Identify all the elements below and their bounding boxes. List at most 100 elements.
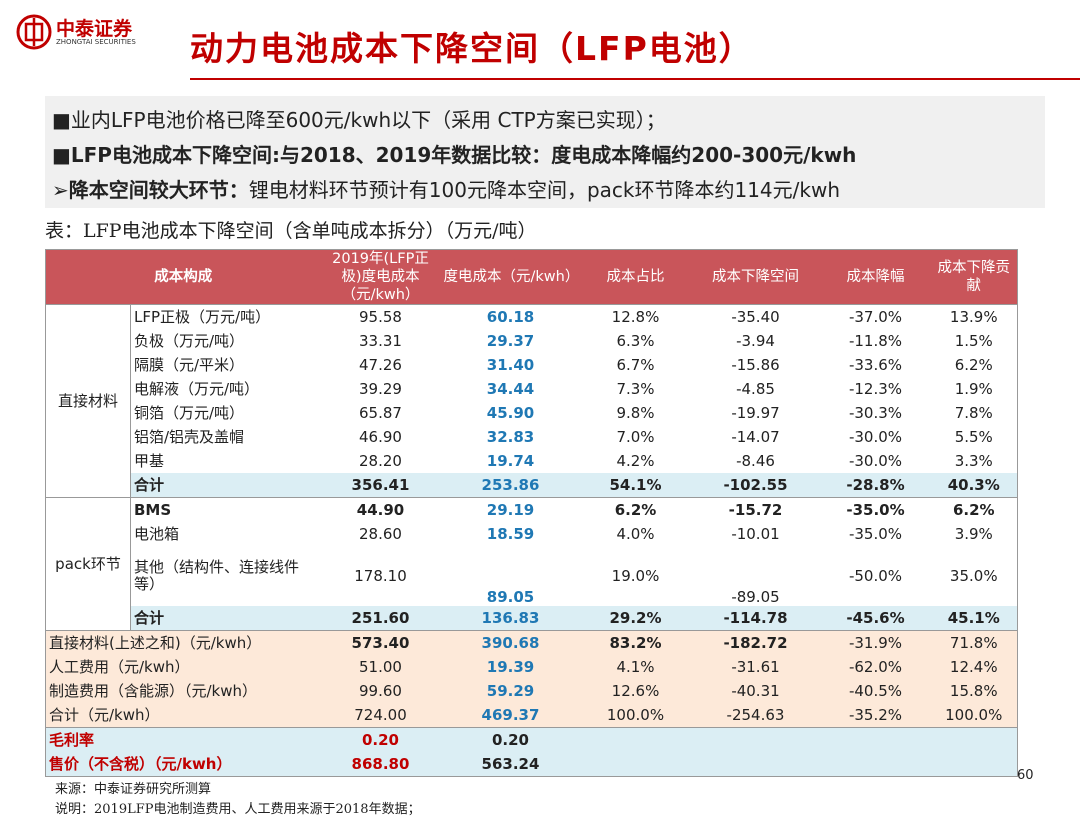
table-cell: 32.83 (486, 427, 535, 446)
summary-cell (690, 727, 821, 752)
table-cell: 45.90 (486, 403, 535, 422)
header-cell: 成本构成 (45, 249, 321, 305)
title-rule (190, 78, 1080, 80)
summary-cell: -31.9% (820, 630, 931, 655)
table-cell: -12.3% (848, 379, 903, 398)
summary-cell: -62.0% (820, 655, 931, 679)
table-cell: 6.2% (954, 355, 993, 374)
table-row: 其他（结构件、连接线件等） 178.10 89.05 19.0% -89.05 -50.0… (46, 546, 1018, 606)
bullet-lead: ➢降本空间较大环节： (52, 178, 249, 202)
cost-table: 成本构成 2019年(LFP正极)度电成本（元/kwh） 度电成本（元/kwh） 成本… (45, 249, 1018, 777)
table-cell: 12.8% (580, 304, 691, 329)
table-cell: -35.0% (848, 524, 903, 543)
summary-cell: -40.5% (820, 679, 931, 703)
summary-cell: 4.1% (580, 655, 691, 679)
table-cell: 其他（结构件、连接线件等） (134, 558, 300, 593)
table-cell: 60.18 (440, 304, 581, 329)
table-cell: 89.05 (486, 588, 535, 606)
table-cell: 136.83 (440, 606, 581, 631)
summary-cell: 0.20 (440, 727, 581, 752)
header-cell: 成本降幅 (820, 249, 931, 305)
table-cell: -102.55 (690, 473, 821, 498)
table-cell: 1.9% (954, 379, 993, 398)
summary-cell (580, 752, 691, 777)
table-cell: 29.37 (486, 331, 535, 350)
summary-row: 直接材料(上述之和)（元/kwh） 573.40 390.68 83.2% -182.7… (45, 630, 1018, 655)
table-cell: 28.60 (359, 524, 402, 543)
header-cell: 成本下降空间 (690, 249, 821, 305)
summary-cell: 469.37 (440, 703, 581, 728)
table-cell: 负极（万元/吨） (134, 331, 245, 350)
summary-cell: 71.8% (930, 630, 1018, 655)
summary-cell: -31.61 (690, 655, 821, 679)
bullet-text: ■LFP电池成本下降空间:与2018、2019年数据比较：度电成本降幅约200-… (52, 143, 857, 167)
table-cell: -8.46 (736, 451, 775, 470)
table-row: 隔膜（元/平米） 47.26 31.40 6.7% -15.86 -33.6% 6.2% (46, 353, 1018, 377)
table-cell: 3.9% (954, 524, 993, 543)
header-cell: 成本下降贡献 (930, 249, 1018, 305)
table-cell: 甲基 (134, 451, 165, 470)
table-cell: 65.87 (359, 403, 402, 422)
table-cell: -3.94 (736, 331, 775, 350)
table-cell: 39.29 (359, 379, 402, 398)
summary-cell: 563.24 (440, 752, 581, 777)
summary-cell: 99.60 (320, 679, 441, 703)
table-cell: -50.0% (848, 566, 903, 585)
header-cell: 度电成本（元/kwh） (440, 249, 581, 305)
bullet: ■业内LFP电池价格已降至600元/kwh以下（采用 CTP方案已实现）； (52, 104, 666, 133)
table-cell: 19.0% (611, 566, 660, 585)
table-caption: 表：LFP电池成本下降空间（含单吨成本拆分）（万元/吨） (45, 220, 537, 242)
table-cell: 33.31 (359, 331, 402, 350)
table-cell: LFP正极（万元/吨） (130, 304, 321, 329)
table-cell: 5.5% (954, 427, 993, 446)
summary-cell: 15.8% (930, 679, 1018, 703)
table-cell: 178.10 (354, 566, 407, 585)
table-cell: -10.01 (731, 524, 780, 543)
table-cell: 40.3% (930, 473, 1018, 498)
summary-cell: 合计（元/kwh） (45, 703, 321, 728)
summary-cell: 59.29 (440, 679, 581, 703)
group-cell: 直接材料 (45, 304, 131, 498)
table-cell: -45.6% (820, 606, 931, 631)
summary-cell: -40.31 (690, 679, 821, 703)
logo-name: 中泰证券 (56, 18, 133, 40)
table-cell: 6.2% (930, 497, 1018, 522)
summary-cell: 573.40 (320, 630, 441, 655)
table-cell: -14.07 (731, 427, 780, 446)
summary-cell: 12.6% (580, 679, 691, 703)
table-cell: 合计 (130, 473, 321, 498)
table-cell: 铜箔（万元/吨） (134, 403, 245, 422)
table-row: 合计 356.41 253.86 54.1% -102.55 -28.8% 40.3% (46, 473, 1018, 498)
table-cell: 4.2% (616, 451, 655, 470)
table-row: 铜箔（万元/吨） 65.87 45.90 9.8% -19.97 -30.3% 7.8% (46, 401, 1018, 425)
table-cell: -30.3% (848, 403, 903, 422)
summary-row: 售价（不含税）（元/kwh） 868.80 563.24 (45, 752, 1018, 777)
summary-cell: 直接材料(上述之和)（元/kwh） (45, 630, 321, 655)
table-cell: 54.1% (580, 473, 691, 498)
table-cell: 34.44 (486, 379, 535, 398)
table-cell: 45.1% (930, 606, 1018, 631)
title: 动力电池成本下降空间（LFP电池） (190, 29, 754, 68)
table-cell: -30.0% (848, 427, 903, 446)
bullet-text: 锂电材料环节预计有100元降本空间，pack环节降本约114元/kwh (248, 178, 840, 202)
summary-row: 毛利率 0.20 0.20 (45, 727, 1018, 752)
table-cell: 18.59 (486, 524, 535, 543)
summary-cell: 868.80 (320, 752, 441, 777)
table-cell: 1.5% (954, 331, 993, 350)
table-cell: 35.0% (949, 566, 998, 585)
table-cell: 31.40 (486, 355, 535, 374)
bullet: ➢降本空间较大环节：锂电材料环节预计有100元降本空间，pack环节降本约114… (52, 174, 840, 203)
summary-cell: 83.2% (580, 630, 691, 655)
summary-cell (820, 752, 931, 777)
table-cell: 电解液（万元/吨） (134, 379, 260, 398)
summary-cell: 724.00 (320, 703, 441, 728)
note: 说明：2019LFP电池制造费用、人工费用来源于2018年数据； (55, 802, 421, 817)
table-cell: 6.2% (580, 497, 691, 522)
table-row: pack环节 BMS 44.90 29.19 6.2% -15.72 -35.0% 6.2% (45, 497, 1018, 631)
table-cell: -30.0% (848, 451, 903, 470)
logo-en: ZHONGTAI SECURITIES (56, 38, 136, 46)
table-cell: 隔膜（元/平米） (134, 355, 245, 374)
bullet: ■LFP电池成本下降空间:与2018、2019年数据比较：度电成本降幅约200-… (52, 139, 856, 168)
table-cell: -4.85 (736, 379, 775, 398)
table-cell: -19.97 (731, 403, 780, 422)
